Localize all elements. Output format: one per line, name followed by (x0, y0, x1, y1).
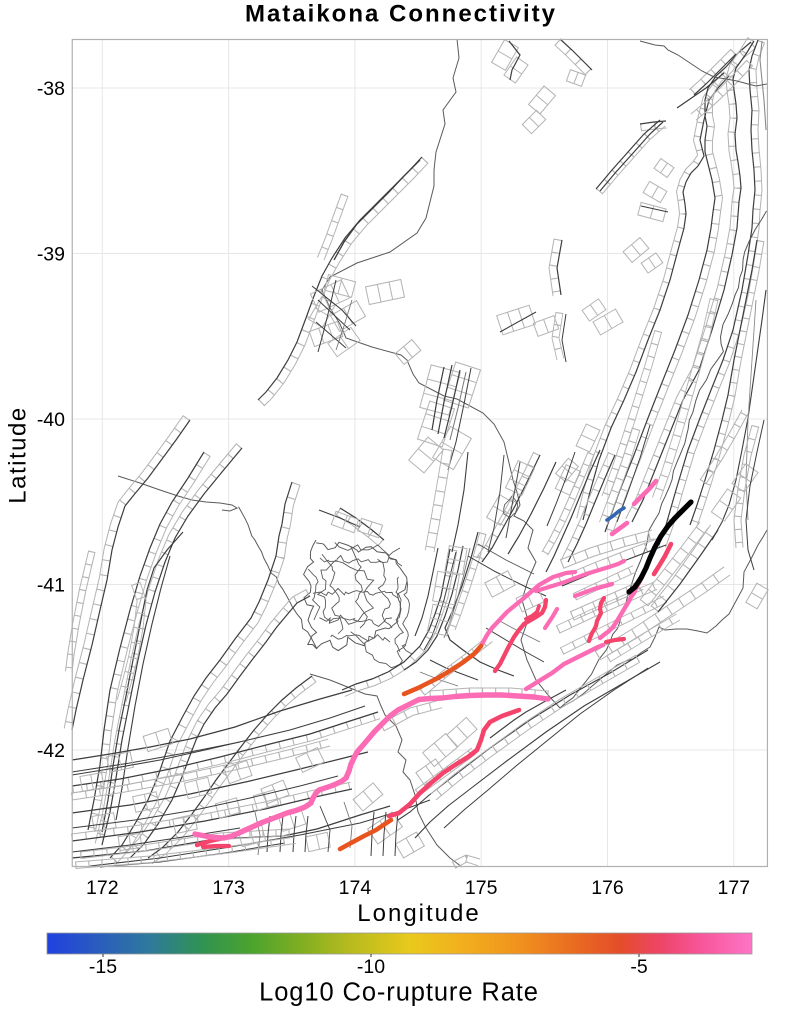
svg-text:Latitude: Latitude (5, 406, 32, 503)
svg-text:-5: -5 (630, 956, 647, 978)
svg-text:-10: -10 (357, 956, 385, 978)
svg-text:-40: -40 (37, 409, 65, 431)
svg-text:174: 174 (339, 877, 372, 899)
svg-text:173: 173 (212, 877, 245, 899)
svg-text:Longitude: Longitude (357, 900, 480, 927)
svg-text:-39: -39 (37, 244, 65, 266)
svg-text:-38: -38 (37, 78, 65, 100)
svg-text:177: 177 (718, 877, 751, 899)
svg-text:175: 175 (465, 877, 498, 899)
svg-text:Log10 Co-rupture Rate: Log10 Co-rupture Rate (259, 979, 539, 1007)
svg-text:Mataikona Connectivity: Mataikona Connectivity (245, 1, 557, 28)
svg-text:-15: -15 (89, 956, 117, 978)
svg-text:176: 176 (591, 877, 624, 899)
svg-text:-41: -41 (37, 575, 65, 597)
svg-text:172: 172 (86, 877, 119, 899)
svg-text:-42: -42 (37, 740, 65, 762)
